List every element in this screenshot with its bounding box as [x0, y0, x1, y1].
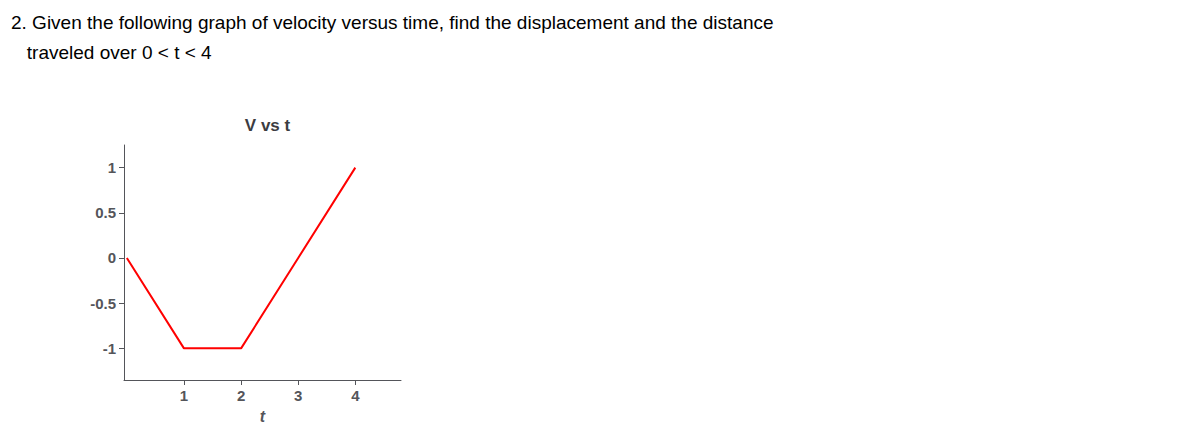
svg-text:V vs t: V vs t	[245, 116, 291, 135]
svg-text:traveled over 0 < t < 4: traveled over 0 < t < 4	[11, 42, 212, 63]
svg-text:t: t	[260, 408, 266, 425]
svg-text:1: 1	[108, 159, 116, 176]
svg-text:0: 0	[108, 249, 116, 266]
svg-text:3: 3	[294, 387, 302, 404]
svg-text:-0.5: -0.5	[90, 295, 116, 312]
svg-text:0.5: 0.5	[95, 204, 116, 221]
svg-text:2: 2	[237, 387, 245, 404]
svg-text:2. Given the following graph o: 2. Given the following graph of velocity…	[11, 12, 774, 33]
svg-text:-1: -1	[103, 340, 116, 357]
svg-text:4: 4	[351, 387, 360, 404]
svg-text:1: 1	[180, 387, 188, 404]
